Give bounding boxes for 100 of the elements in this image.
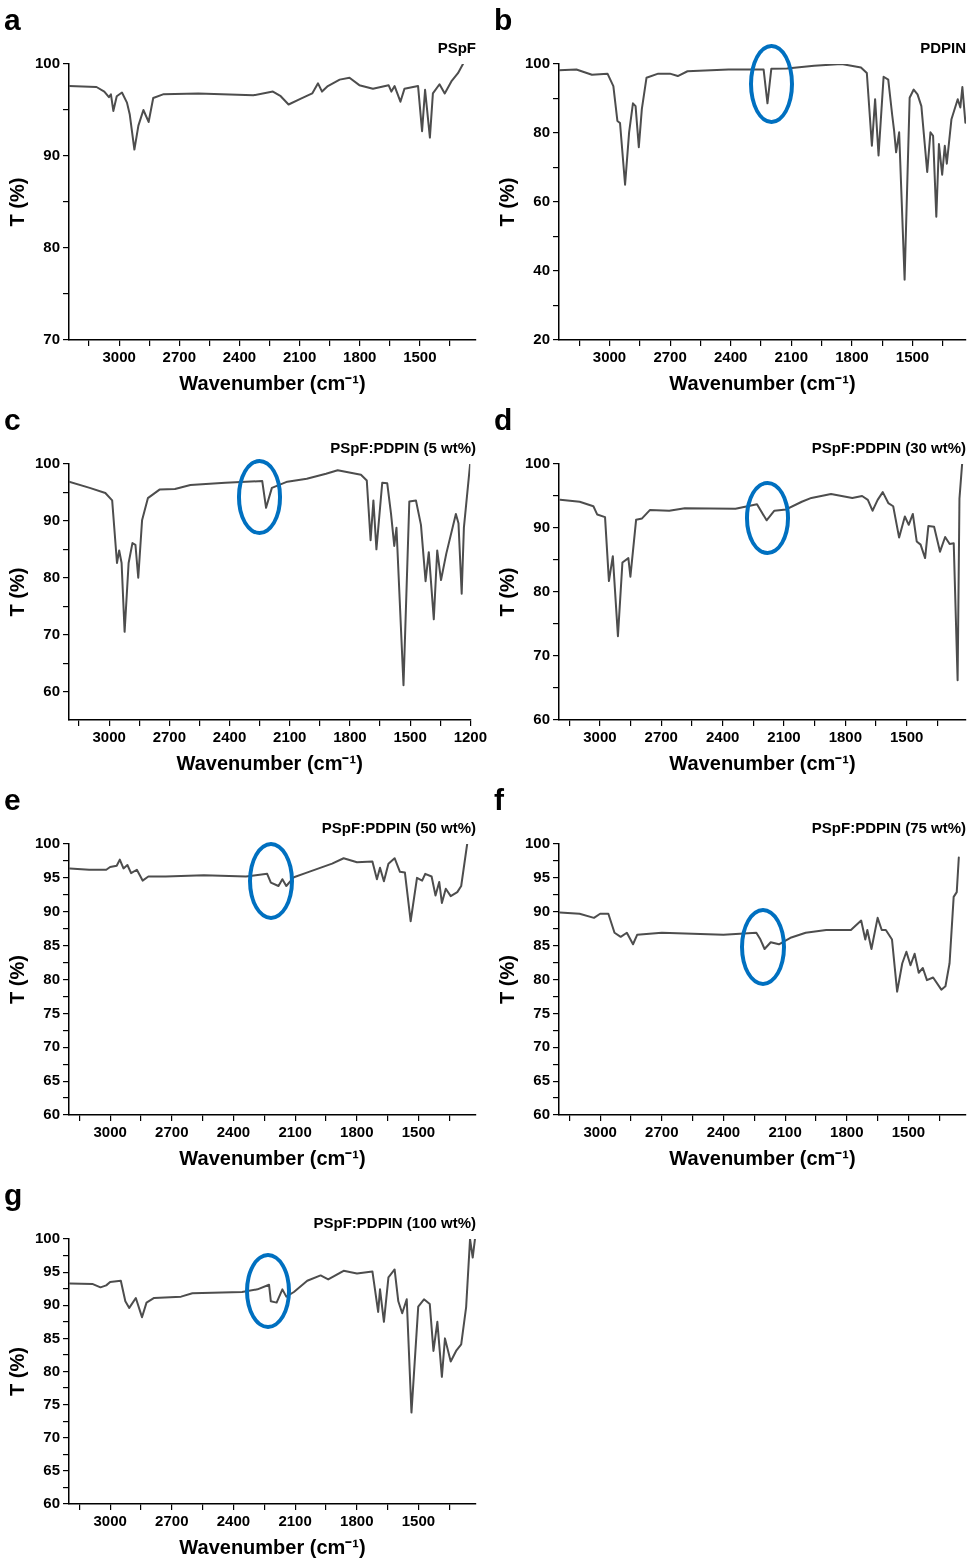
chart-subtitle: PSpF:PDPIN (75 wt%) [811,819,966,837]
y-tick-label: 90 [533,518,551,536]
x-tick-label: 1800 [333,728,367,746]
y-tick-label: 85 [43,935,61,953]
x-tick-label: 3000 [93,1512,127,1530]
x-tick-label: 1500 [890,728,924,746]
y-axis-title: T (%) [5,1347,28,1396]
x-tick-label: 2400 [216,1512,251,1530]
y-tick-label: 75 [43,1394,61,1412]
y-tick-label: 100 [525,834,551,852]
x-tick-label: 1500 [403,348,437,366]
x-tick-label: 1500 [891,1123,926,1141]
y-tick-label: 70 [43,1037,61,1055]
x-tick-label: 1800 [340,1512,374,1530]
y-axis-title: T (%) [495,177,518,227]
x-tick-label: 2100 [278,1123,312,1141]
y-axis-title: T (%) [5,955,28,1004]
y-tick-label: 90 [43,511,61,529]
x-tick-label: 2700 [152,728,187,746]
x-tick-label: 1500 [401,1512,436,1530]
y-tick-label: 100 [35,834,61,852]
x-tick-label: 3000 [583,728,617,746]
chart-title: f [494,783,505,817]
x-axis-title: Wavenumber (cm⁻¹) [669,751,856,774]
x-tick-label: 2700 [644,728,678,746]
x-tick-label: 2700 [162,348,196,366]
x-tick-label: 2100 [768,1123,802,1141]
y-tick-label: 85 [43,1328,61,1346]
y-tick-label: 70 [533,1037,551,1055]
x-tick-label: 2100 [767,728,801,746]
y-tick-label: 80 [43,238,61,256]
y-tick-label: 70 [43,1427,61,1445]
y-tick-label: 65 [43,1461,61,1479]
x-tick-label: 2400 [212,728,247,746]
x-tick-label: 3000 [592,348,627,366]
x-tick-label: 2700 [155,1123,189,1141]
y-tick-label: 60 [533,1105,551,1123]
y-axis-title: T (%) [5,177,28,227]
y-tick-label: 90 [43,146,61,164]
x-tick-label: 2400 [216,1123,251,1141]
chart-title: c [4,403,21,437]
y-tick-label: 75 [43,1003,61,1021]
x-tick-label: 1800 [830,1123,864,1141]
y-tick-label: 100 [35,54,61,72]
chart-subtitle: PSpF:PDPIN (50 wt%) [321,819,476,837]
chart-subtitle: PSpF:PDPIN (100 wt%) [313,1214,476,1232]
chart-subtitle: PDPIN [920,39,966,57]
x-axis-title: Wavenumber (cm⁻¹) [669,371,856,394]
y-tick-label: 100 [525,454,551,472]
y-tick-label: 85 [533,935,551,953]
x-tick-label: 1200 [453,728,487,746]
x-tick-label: 3000 [93,1123,127,1141]
x-axis-title: Wavenumber (cm⁻¹) [176,751,363,774]
chart-title: d [494,403,513,437]
x-tick-label: 1800 [340,1123,374,1141]
y-tick-label: 80 [533,123,551,141]
chart-subtitle: PSpF:PDPIN (5 wt%) [330,439,476,457]
y-tick-label: 60 [533,710,551,728]
y-tick-label: 100 [35,454,61,472]
y-tick-label: 60 [43,681,61,699]
y-tick-label: 90 [43,901,61,919]
y-tick-label: 65 [43,1071,61,1089]
chart-title: b [494,3,513,37]
y-tick-label: 80 [533,969,551,987]
x-tick-label: 2100 [774,348,808,366]
y-tick-label: 60 [43,1105,61,1123]
y-tick-label: 95 [43,1262,61,1280]
x-tick-label: 2400 [222,348,257,366]
y-axis-title: T (%) [495,955,518,1004]
y-tick-label: 100 [35,1229,61,1247]
x-tick-label: 2700 [653,348,687,366]
y-tick-label: 75 [533,1003,551,1021]
x-tick-label: 3000 [583,1123,617,1141]
y-tick-label: 100 [525,54,551,72]
y-tick-label: 70 [533,646,551,664]
y-tick-label: 80 [533,582,551,600]
y-tick-label: 70 [43,624,61,642]
x-axis-title: Wavenumber (cm⁻¹) [179,1146,366,1169]
y-tick-label: 40 [533,261,551,279]
x-axis-title: Wavenumber (cm⁻¹) [179,1535,366,1558]
x-tick-label: 2100 [278,1512,312,1530]
x-tick-label: 2700 [645,1123,679,1141]
chart-title: e [4,783,21,817]
y-tick-label: 80 [43,1361,61,1379]
x-tick-label: 2400 [706,1123,741,1141]
y-tick-label: 90 [533,901,551,919]
x-tick-label: 1800 [828,728,863,746]
chart-title: a [4,3,21,37]
y-tick-label: 80 [43,567,61,585]
x-tick-label: 2700 [155,1512,189,1530]
y-tick-label: 95 [533,868,551,886]
y-tick-label: 90 [43,1295,61,1313]
y-tick-label: 60 [43,1494,61,1512]
x-tick-label: 2100 [273,728,307,746]
x-tick-label: 2400 [714,348,748,366]
y-axis-title: T (%) [495,567,518,617]
x-tick-label: 2400 [705,728,740,746]
x-tick-label: 1500 [393,728,427,746]
y-tick-label: 20 [533,330,551,348]
x-axis-title: Wavenumber (cm⁻¹) [669,1146,856,1169]
